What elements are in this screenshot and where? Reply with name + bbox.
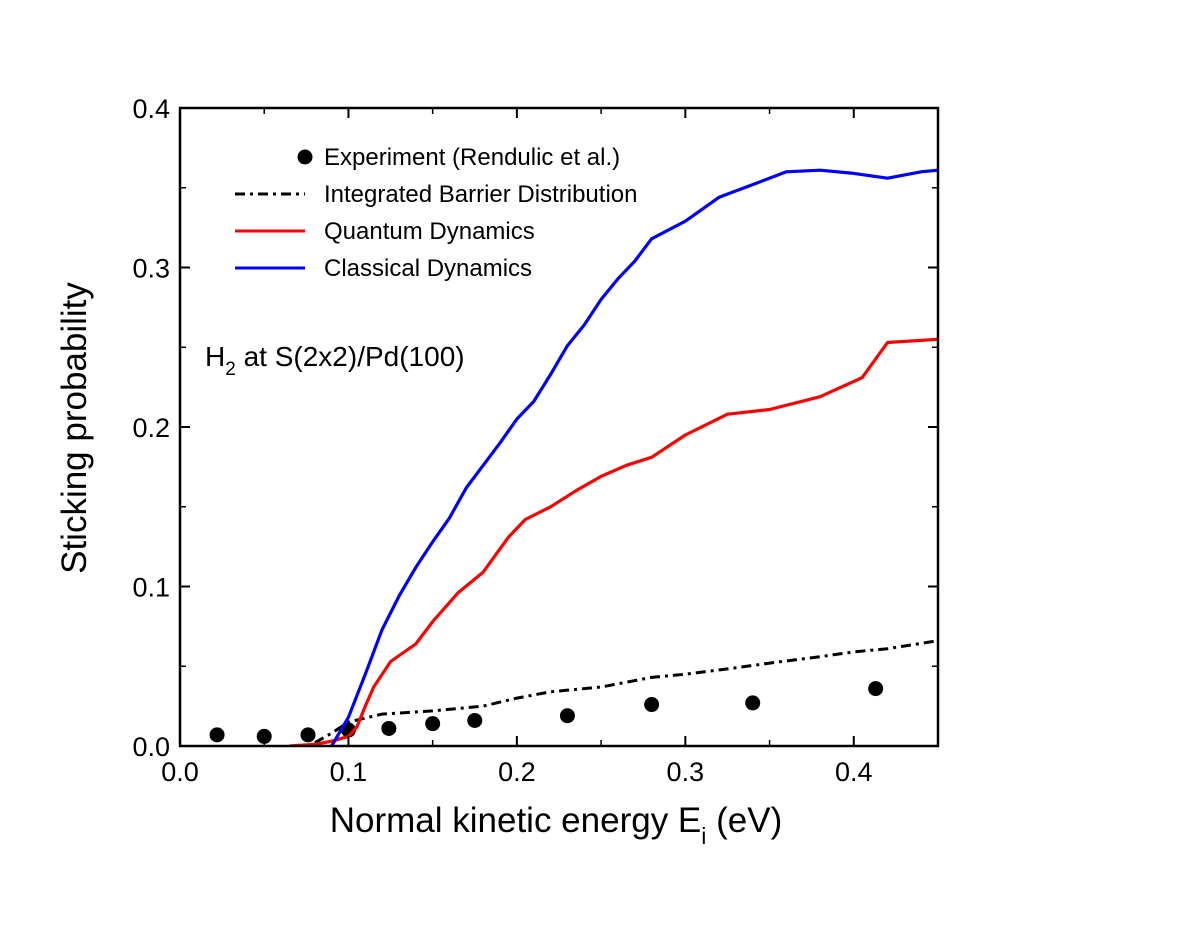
x-tick-label: 0.0 — [161, 757, 199, 787]
legend-entry: Classical Dynamics — [235, 255, 532, 282]
annotation-subscript: 2 — [225, 359, 236, 380]
series-line-quantum-dynamics — [289, 337, 938, 746]
series-line-integrated-barrier-distribution — [314, 639, 938, 745]
system-annotation: H2 at S(2x2)/Pd(100) — [205, 341, 465, 380]
data-point — [868, 681, 884, 697]
legend: Experiment (Rendulic et al.) Integrated B… — [235, 144, 637, 282]
series-experiment-rendulic-et-al — [209, 681, 884, 744]
legend-label: Experiment (Rendulic et al.) — [324, 144, 620, 171]
data-point — [209, 727, 225, 743]
y-axis-label: Sticking probability — [55, 282, 94, 574]
data-point — [381, 720, 397, 736]
legend-entry: Quantum Dynamics — [235, 218, 535, 245]
x-axis-label-subscript: i — [701, 823, 706, 849]
y-tick-label: 0.3 — [132, 254, 170, 284]
series-line-classical-dynamics — [330, 168, 938, 746]
y-tick-label: 0.4 — [132, 94, 170, 124]
data-point — [644, 697, 660, 713]
legend-label: Quantum Dynamics — [324, 218, 535, 245]
legend-marker — [297, 149, 313, 165]
data-point — [256, 728, 272, 744]
annotation-main: H — [205, 341, 225, 372]
x-axis-label-rest: (eV) — [706, 801, 782, 840]
legend-label: Classical Dynamics — [324, 255, 532, 282]
y-tick-label: 0.0 — [132, 732, 170, 762]
legend-entry: Integrated Barrier Distribution — [235, 181, 637, 208]
data-point — [425, 716, 441, 732]
data-point — [559, 708, 575, 724]
legend-label: Integrated Barrier Distribution — [324, 181, 637, 208]
x-tick-label: 0.2 — [498, 757, 536, 787]
axis-ticks: 0.0 0.1 0.2 0.3 0.4 0.0 0.1 0.2 0.3 0.4 — [132, 94, 939, 787]
x-tick-label: 0.3 — [667, 757, 705, 787]
y-tick-label: 0.2 — [132, 413, 170, 443]
legend-entry: Experiment (Rendulic et al.) — [297, 144, 620, 171]
x-axis-label: Normal kinetic energy Ei (eV) — [330, 801, 783, 849]
annotation-rest: at S(2x2)/Pd(100) — [236, 341, 465, 372]
y-tick-label: 0.1 — [132, 573, 170, 603]
data-point — [745, 695, 761, 711]
data-point — [467, 712, 483, 728]
x-axis-label-main: Normal kinetic energy E — [330, 801, 702, 840]
x-tick-label: 0.4 — [835, 757, 873, 787]
chart-marks — [209, 168, 938, 746]
data-point — [300, 727, 316, 743]
x-tick-label: 0.1 — [330, 757, 368, 787]
